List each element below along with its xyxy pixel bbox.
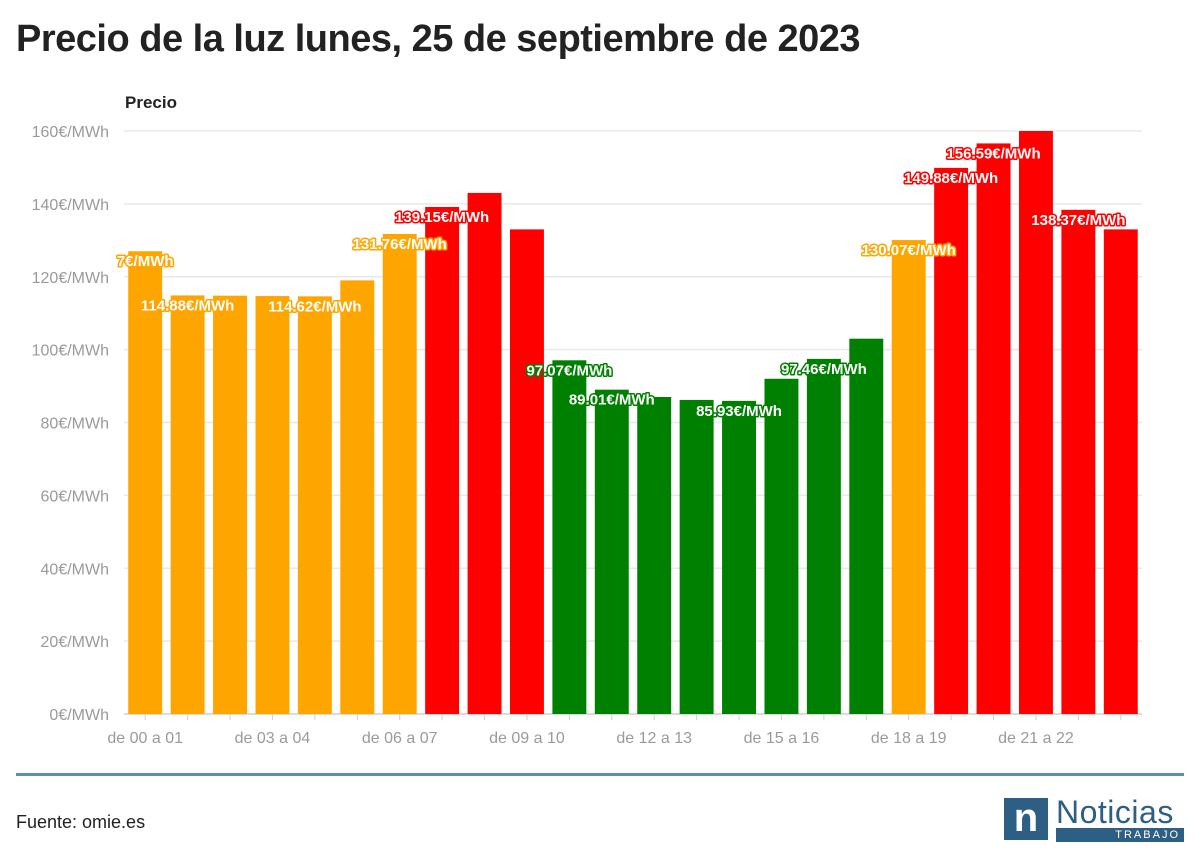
data-label: 138.37€/MWh <box>1031 212 1125 229</box>
data-label: 156.59€/MWh <box>946 145 1040 162</box>
x-tick-label: de 03 a 04 <box>235 730 311 747</box>
bar <box>340 280 375 714</box>
page-title: Precio de la luz lunes, 25 de septiembre… <box>16 18 861 60</box>
data-labels: 7€/MWh 114.88€/MWh 114.62€/MWh 131.76€/MWh 1… <box>115 144 1127 421</box>
y-tick-labels: 0€/MWh 20€/MWh 40€/MWh 60€/MWh 80€/MWh 100€/M… <box>32 124 109 724</box>
y-tick-label: 80€/MWh <box>41 416 109 433</box>
data-label: 114.62€/MWh <box>268 298 361 315</box>
y-tick-label: 20€/MWh <box>41 634 109 651</box>
bar <box>213 295 248 714</box>
bar <box>764 378 799 714</box>
noticias-trabajo-logo: n Noticias TRABAJO <box>1004 794 1184 842</box>
x-tick-labels: de 00 a 01 de 03 a 04 de 06 a 07 de 09 a 10… <box>107 714 1122 747</box>
data-label: 131.76€/MWh <box>353 236 447 253</box>
bar <box>425 206 460 715</box>
bar <box>1103 229 1138 714</box>
bar <box>467 192 502 715</box>
bar <box>1061 209 1096 714</box>
x-tick-label: de 00 a 01 <box>107 730 183 747</box>
bar <box>509 229 544 714</box>
data-label: 7€/MWh <box>117 253 174 270</box>
bar <box>170 295 205 714</box>
bar <box>976 143 1011 715</box>
x-tick-label: de 12 a 13 <box>616 730 692 747</box>
y-tick-label: 40€/MWh <box>41 561 109 578</box>
x-tick-label: de 06 a 07 <box>362 730 438 747</box>
x-tick-label: de 18 a 19 <box>871 730 947 747</box>
data-label: 97.07€/MWh <box>526 362 612 379</box>
data-label: 114.88€/MWh <box>141 297 234 314</box>
data-label: 149.88€/MWh <box>904 170 998 187</box>
source-note: Fuente: omie.es <box>16 812 146 832</box>
bar <box>297 296 332 714</box>
x-tick-label: de 21 a 22 <box>998 730 1074 747</box>
y-tick-label: 140€/MWh <box>32 197 109 214</box>
data-label: 130.07€/MWh <box>862 242 956 259</box>
y-tick-label: 160€/MWh <box>32 124 109 141</box>
bar <box>382 233 417 714</box>
bar <box>722 400 757 714</box>
bar <box>637 396 672 714</box>
footer-divider <box>16 773 1184 776</box>
grid-lines <box>124 130 1142 715</box>
price-bar-chart: Precio 0€/MWh 20€/MWh 40€/MWh 60€/MWh 80€/MW… <box>32 93 1142 747</box>
data-label: 85.93€/MWh <box>696 403 782 420</box>
bar <box>934 167 969 714</box>
bar <box>128 251 163 714</box>
data-label: 97.46€/MWh <box>781 361 867 378</box>
logo-word: Noticias <box>1056 794 1174 830</box>
bars <box>128 131 1138 715</box>
data-label: 139.15€/MWh <box>395 209 489 226</box>
y-tick-label: 60€/MWh <box>41 488 109 505</box>
y-tick-label: 0€/MWh <box>49 707 109 724</box>
y-tick-label: 120€/MWh <box>32 270 109 287</box>
bar <box>1018 131 1053 714</box>
x-tick-label: de 09 a 10 <box>489 730 565 747</box>
bar <box>806 358 841 714</box>
bar <box>552 360 587 714</box>
bar <box>849 338 884 714</box>
data-label: 89.01€/MWh <box>569 392 655 409</box>
bar <box>255 296 290 714</box>
y-tick-label: 100€/MWh <box>32 343 109 360</box>
y-axis-title: Precio <box>125 93 177 112</box>
bar <box>594 389 629 714</box>
logo-subtitle: TRABAJO <box>1056 828 1184 842</box>
bar <box>891 240 926 714</box>
bar <box>679 399 714 714</box>
x-tick-label: de 15 a 16 <box>744 730 820 747</box>
logo-mark: n <box>1004 798 1048 840</box>
